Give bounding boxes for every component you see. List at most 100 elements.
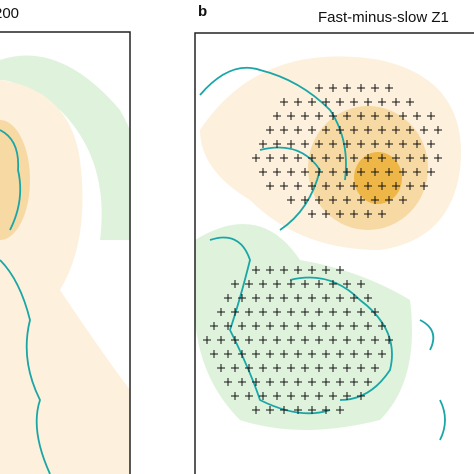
plus-marker [385,196,393,204]
plus-marker [378,182,386,190]
plus-marker [238,322,246,330]
plus-marker [224,294,232,302]
plus-marker [322,154,330,162]
plus-marker [343,196,351,204]
plus-marker [399,140,407,148]
plus-marker [350,210,358,218]
plus-marker [273,280,281,288]
plus-marker [434,126,442,134]
plus-marker [245,280,253,288]
orange-region [0,80,130,474]
plus-marker [322,350,330,358]
plus-marker [350,182,358,190]
plus-marker [287,336,295,344]
plus-marker [399,168,407,176]
plus-marker [308,322,316,330]
plus-marker [399,112,407,120]
orange-core [0,120,30,240]
plus-marker [280,182,288,190]
plus-marker [245,392,253,400]
plus-marker [294,266,302,274]
plus-marker [336,210,344,218]
plus-marker [378,350,386,358]
plus-marker [301,392,309,400]
plus-marker [217,364,225,372]
orange-core [354,152,402,204]
plus-marker [357,308,365,316]
plus-marker [336,406,344,414]
plus-marker [364,98,372,106]
plus-marker [252,378,260,386]
plus-marker [427,168,435,176]
plus-marker [266,126,274,134]
plus-marker [315,280,323,288]
plus-marker [406,126,414,134]
plus-marker [343,140,351,148]
plus-marker [287,112,295,120]
plus-marker [343,84,351,92]
plus-marker [322,294,330,302]
plus-marker [280,294,288,302]
plus-marker [329,364,337,372]
map-right [195,56,461,441]
plus-marker [357,140,365,148]
plus-marker [294,182,302,190]
plus-marker [329,392,337,400]
plus-marker [385,336,393,344]
plus-marker [287,196,295,204]
plus-marker [259,364,267,372]
plus-marker [301,308,309,316]
plus-marker [322,98,330,106]
plus-marker [343,280,351,288]
plus-marker [280,98,288,106]
plus-marker [231,336,239,344]
plus-marker [378,154,386,162]
plus-marker [266,322,274,330]
plus-marker [294,154,302,162]
plus-marker [322,378,330,386]
plus-marker [392,126,400,134]
plus-marker [231,364,239,372]
plus-marker [301,196,309,204]
plus-marker [350,378,358,386]
plus-marker [210,322,218,330]
plus-marker [280,378,288,386]
plus-marker [245,364,253,372]
plus-marker [371,84,379,92]
plus-marker [336,266,344,274]
plus-marker [266,154,274,162]
plus-marker [357,84,365,92]
plus-marker [371,112,379,120]
plus-marker [252,406,260,414]
plus-marker [266,406,274,414]
plus-marker [322,266,330,274]
plus-marker [308,294,316,302]
plus-marker [231,392,239,400]
coastline [199,66,446,441]
map-left [0,55,130,474]
plus-marker [406,182,414,190]
plus-marker [434,154,442,162]
plus-marker [259,392,267,400]
plus-marker [364,322,372,330]
plus-marker [238,378,246,386]
plus-marker [301,336,309,344]
plus-marker [343,168,351,176]
plus-marker [315,308,323,316]
plus-marker [245,308,253,316]
plus-marker [364,210,372,218]
plus-marker [336,294,344,302]
plus-marker [371,336,379,344]
plus-marker [336,154,344,162]
plus-marker [273,140,281,148]
plus-marker [266,378,274,386]
plus-marker [315,392,323,400]
plus-marker [308,98,316,106]
plus-marker [413,168,421,176]
plus-marker [427,112,435,120]
plus-marker [322,210,330,218]
plus-marker [350,154,358,162]
plus-marker [231,280,239,288]
plus-marker [343,112,351,120]
